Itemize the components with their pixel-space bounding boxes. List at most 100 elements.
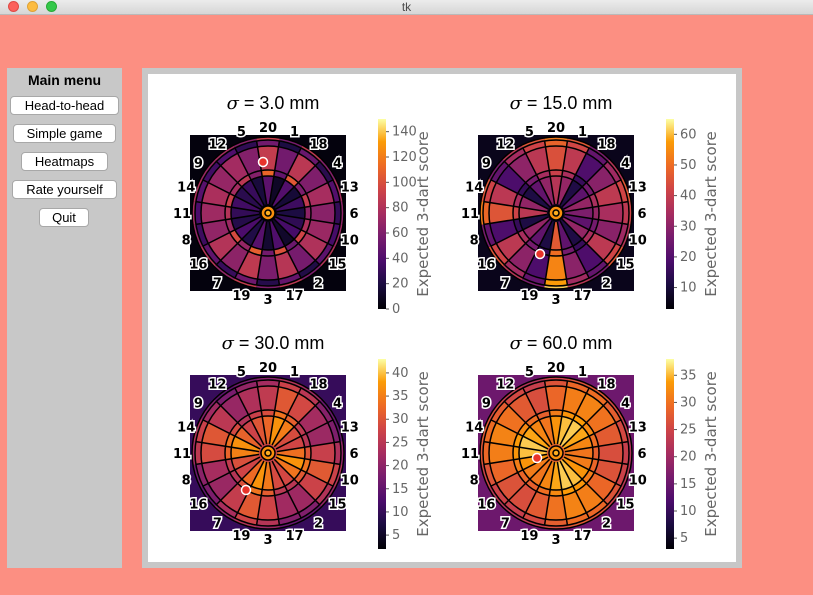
colorbar-tick-label: 35 [392, 389, 409, 404]
board-spoke-wire [564, 200, 629, 213]
board-segment [294, 422, 307, 437]
board-segment [582, 469, 595, 484]
colorbar-label: Expected 3-dart score [702, 371, 720, 537]
board-segment [586, 232, 616, 261]
board-segment [607, 399, 624, 420]
board-segment [490, 483, 509, 505]
board-segment [508, 393, 537, 423]
board-spoke-wire [483, 200, 548, 213]
heatmaps-button[interactable]: Heatmaps [21, 152, 108, 171]
board-ring-wire [230, 415, 306, 491]
board-segment [225, 193, 236, 208]
board-segment [257, 495, 279, 520]
board-number-label: 2 [314, 277, 323, 292]
board-spoke-wire [556, 461, 569, 526]
board-spoke-wire [202, 456, 261, 487]
board-number-label: 6 [637, 447, 646, 462]
board-segment [589, 385, 610, 402]
minimize-window-button[interactable] [27, 1, 38, 12]
board-segment [256, 519, 280, 526]
board-segment [195, 201, 202, 225]
board-segment [517, 182, 530, 197]
board-segment [237, 146, 262, 175]
board-segment [575, 243, 604, 273]
quit-button[interactable]: Quit [39, 208, 89, 227]
board-segment [496, 405, 526, 434]
board-number-label: 10 [341, 474, 359, 489]
board-segment [572, 174, 587, 187]
board-segment [560, 420, 583, 447]
board-segment [278, 512, 302, 526]
board-segment [622, 441, 629, 465]
best-aim-marker [531, 452, 543, 464]
board-segment [566, 272, 590, 286]
rate-yourself-button[interactable]: Rate yourself [12, 180, 117, 199]
board-spoke-wire [195, 213, 260, 226]
board-number-label: 16 [477, 258, 495, 273]
board-segment [504, 147, 526, 166]
board-segment [294, 182, 307, 197]
board-number-label: 14 [177, 420, 195, 435]
board-segment [306, 219, 335, 244]
board-segment [562, 457, 589, 480]
board-segment [483, 463, 497, 487]
board-number-label: 9 [482, 396, 491, 411]
board-segment [284, 479, 299, 492]
sigma-value: = 60.0 mm [526, 333, 613, 353]
board-number-label: 8 [182, 234, 191, 249]
board-spoke-wire [215, 458, 263, 506]
board-segment [522, 140, 546, 154]
board-segment [615, 463, 629, 487]
board-segment [517, 229, 530, 244]
board-segment [489, 182, 518, 207]
board-segment [301, 264, 322, 281]
board-ring-wire [482, 379, 630, 527]
board-number-label: 17 [286, 529, 304, 544]
simple-game-button[interactable]: Simple game [13, 124, 116, 143]
board-number-label: 3 [551, 533, 560, 548]
close-window-button[interactable] [8, 1, 19, 12]
board-segment [327, 179, 341, 203]
board-segment [237, 251, 262, 280]
board-segment [216, 387, 238, 406]
board-segment [256, 380, 280, 387]
colorbar-tick-label: 10 [680, 281, 697, 296]
board-segment [561, 410, 576, 421]
panel-title-sigma-15: σ = 15.0 mm [436, 93, 686, 114]
board-number-label: 14 [465, 180, 483, 195]
board-spoke-wire [273, 160, 321, 208]
window-titlebar: tk [0, 0, 813, 15]
board-spoke-wire [564, 440, 629, 453]
board-number-label: 12 [496, 377, 514, 392]
colorbar-tick-label: 60 [680, 127, 697, 142]
board-number-label: 8 [470, 234, 479, 249]
board-number-label: 5 [237, 125, 246, 140]
board-spoke-wire [503, 160, 551, 208]
board-segment [589, 264, 610, 281]
board-segment [522, 272, 546, 286]
window-title: tk [401, 0, 412, 14]
board-number-label: 19 [520, 529, 538, 544]
board-segment [504, 260, 526, 279]
board-number-label: 7 [501, 517, 510, 532]
zoom-window-button[interactable] [46, 1, 57, 12]
board-ring-wire [488, 145, 624, 281]
board-segment [235, 426, 262, 449]
board-segment [231, 207, 260, 219]
board-segment [483, 223, 497, 247]
board-segment [287, 483, 316, 513]
board-segment [550, 461, 562, 490]
board-segment [276, 207, 305, 219]
board-segment [201, 459, 230, 484]
board-segment [529, 180, 552, 207]
board-spoke-wire [268, 380, 281, 445]
panel-title-sigma-3: σ = 3.0 mm [148, 93, 398, 114]
sigma-symbol: σ [221, 333, 234, 354]
board-segment [300, 193, 311, 208]
board-segment [545, 386, 567, 411]
board-segment [256, 140, 280, 147]
board-ring-wire [194, 139, 342, 287]
board-number-label: 7 [501, 277, 510, 292]
head-to-head-button[interactable]: Head-to-head [10, 96, 119, 115]
board-segment [513, 218, 524, 233]
